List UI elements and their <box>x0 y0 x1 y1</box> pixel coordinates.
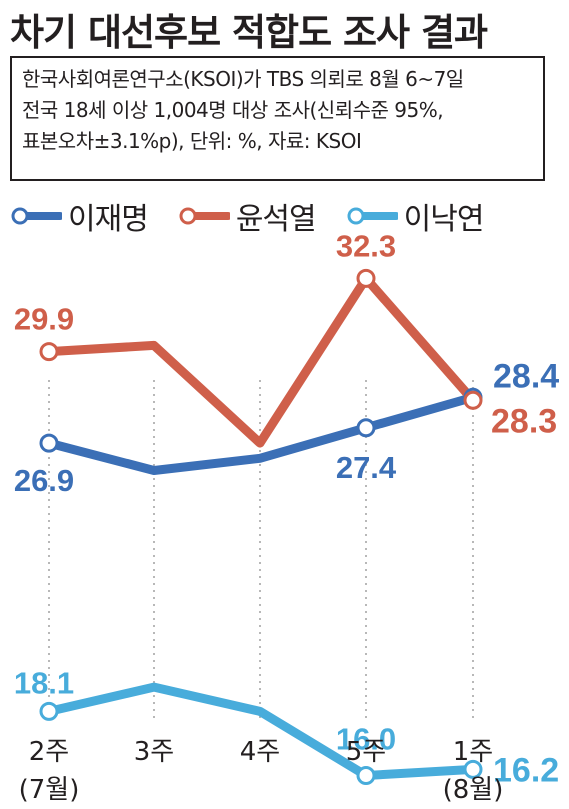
chart-legend: 이재명 윤석열 이낙연 <box>10 194 513 238</box>
data-point-marker <box>463 759 483 779</box>
data-point-marker <box>356 766 376 785</box>
data-point-marker <box>463 390 483 410</box>
survey-info-box: 한국사회여론연구소(KSOI)가 TBS 의뢰로 8월 6~7일 전국 18세 … <box>10 56 545 181</box>
x-tick-label: 4주 <box>240 737 280 767</box>
data-label: 16.2 <box>493 751 559 789</box>
x-tick-sublabel: (8월) <box>443 775 504 805</box>
data-label: 18.1 <box>14 665 74 700</box>
legend-label: 이재명 <box>68 202 149 237</box>
series-line-2 <box>44 682 478 780</box>
legend-item-lee-nak-yon: 이낙연 <box>346 194 484 238</box>
data-label: 28.4 <box>493 357 559 395</box>
chart-title: 차기 대선후보 적합도 조사 결과 <box>10 11 488 54</box>
data-label: 16.0 <box>336 722 396 757</box>
legend-label: 윤석열 <box>235 202 317 237</box>
data-label: 28.3 <box>491 402 557 440</box>
x-tick-sublabel: (7월) <box>19 775 80 805</box>
survey-info-line-1: 한국사회여론연구소(KSOI)가 TBS 의뢰로 8월 6~7일 <box>22 67 464 91</box>
x-tick-label: 1주 <box>453 737 493 767</box>
data-point-marker <box>356 418 376 438</box>
legend-marker-icon <box>347 207 398 225</box>
x-tick-label: 3주 <box>134 737 174 767</box>
x-tick-label: 2주 <box>29 737 69 767</box>
data-label: 27.4 <box>336 450 397 485</box>
data-label: 29.9 <box>14 302 74 337</box>
survey-info-line-3: 표본오차±3.1%p), 단위: %, 자료: KSOI <box>22 129 362 153</box>
legend-item-lee-jae-myung: 이재명 <box>10 194 149 238</box>
legend-label: 이낙연 <box>403 202 485 237</box>
series-line-0 <box>44 392 478 475</box>
data-label: 32.3 <box>336 228 396 263</box>
legend-marker-icon <box>11 207 62 225</box>
x-tick-label: 5주 <box>346 737 386 767</box>
data-point-marker <box>39 701 59 721</box>
data-point-marker <box>39 342 59 362</box>
survey-info-line-2: 전국 18세 이상 1,004명 대상 조사(신뢰수준 95%, <box>22 98 444 122</box>
data-point-marker <box>356 268 376 288</box>
legend-marker-icon <box>179 207 230 225</box>
data-point-marker <box>39 433 59 453</box>
data-label: 26.9 <box>14 463 74 498</box>
legend-item-yoon-seok-youl: 윤석열 <box>178 194 317 238</box>
series-line-1 <box>44 273 478 448</box>
